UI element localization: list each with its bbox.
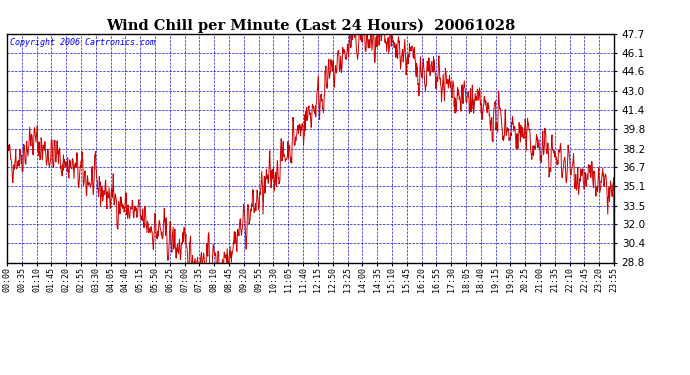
Title: Wind Chill per Minute (Last 24 Hours)  20061028: Wind Chill per Minute (Last 24 Hours) 20… <box>106 18 515 33</box>
Text: Copyright 2006 Cartronics.com: Copyright 2006 Cartronics.com <box>10 38 155 47</box>
